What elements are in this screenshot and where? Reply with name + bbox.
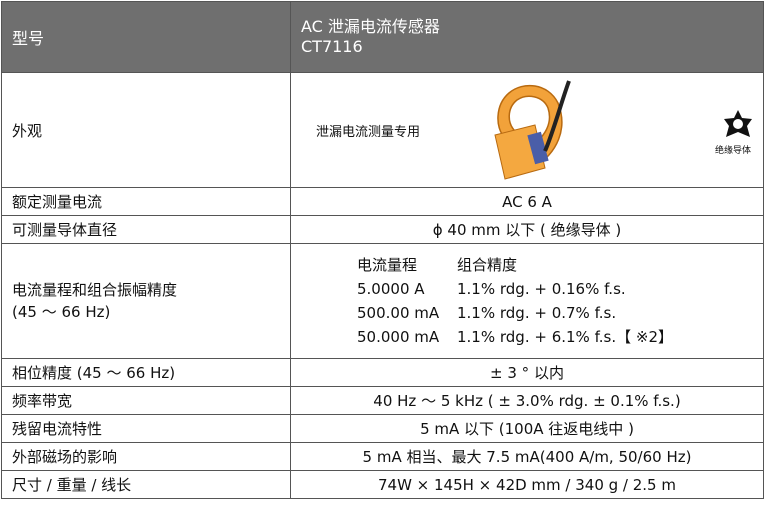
product-name: AC 泄漏电流传感器 xyxy=(301,17,440,36)
spec-table: 型号 AC 泄漏电流传感器 CT7116 外观 泄漏电流测量专用 绝缘导体 额定测… xyxy=(1,1,764,499)
row-label: 频率带宽 xyxy=(1,386,291,415)
accuracy-grid: 电流量程 组合精度 5.0000 A 1.1% rdg. + 0.16% f.s. … xyxy=(357,255,763,347)
spec-row: 可测量导体直径 ϕ 40 mm 以下 ( 绝缘导体 ) xyxy=(1,215,764,244)
acc-header: 组合精度 xyxy=(457,256,518,274)
label-line: (45 ～ 66 Hz) xyxy=(12,303,111,321)
acc-range: 500.00 mA xyxy=(357,304,440,322)
spec-row: 相位精度 (45 ～ 66 Hz) ± 3 ° 以内 xyxy=(1,358,764,387)
badge-label: 绝缘导体 xyxy=(715,146,752,156)
appearance-row: 外观 泄漏电流测量专用 绝缘导体 xyxy=(1,72,764,188)
row-label: 尺寸 / 重量 / 线长 xyxy=(1,470,291,499)
label-line: 电流量程和组合振幅精度 xyxy=(12,281,178,299)
header-product: AC 泄漏电流传感器 CT7116 xyxy=(290,1,764,73)
accuracy-row: 电流量程和组合振幅精度 (45 ～ 66 Hz) 电流量程 组合精度 5.0000 … xyxy=(1,243,764,359)
row-label: 电流量程和组合振幅精度 (45 ～ 66 Hz) xyxy=(1,243,291,359)
spec-row: 残留电流特性 5 mA 以下 (100A 往返电线中 ) xyxy=(1,414,764,443)
row-value: AC 6 A xyxy=(290,187,764,216)
row-value: ± 3 ° 以内 xyxy=(290,358,764,387)
cable xyxy=(543,80,571,152)
acc-value: 1.1% rdg. + 0.16% f.s. xyxy=(457,280,626,298)
spec-row: 频率带宽 40 Hz ～ 5 kHz ( ± 3.0% rdg. ± 0.1% f… xyxy=(1,386,764,415)
acc-range: 5.0000 A xyxy=(357,280,425,298)
acc-header: 电流量程 xyxy=(357,256,418,274)
row-value: 74W × 145H × 42D mm / 340 g / 2.5 m xyxy=(290,470,764,499)
header-label: 型号 xyxy=(1,1,291,73)
row-label: 外观 xyxy=(1,72,291,188)
row-value: ϕ 40 mm 以下 ( 绝缘导体 ) xyxy=(290,215,764,244)
acc-range: 50.000 mA xyxy=(357,328,440,346)
row-label: 残留电流特性 xyxy=(1,414,291,443)
header-row: 型号 AC 泄漏电流传感器 CT7116 xyxy=(1,1,764,73)
acc-value: 1.1% rdg. + 6.1% f.s.【 ※2】 xyxy=(457,328,673,346)
spec-row: 尺寸 / 重量 / 线长 74W × 145H × 42D mm / 340 g … xyxy=(1,470,764,499)
spec-row: 外部磁场的影响 5 mA 相当、最大 7.5 mA(400 A/m, 50/60 … xyxy=(1,442,764,471)
appearance-note: 泄漏电流测量专用 xyxy=(316,125,421,140)
accuracy-cell: 电流量程 组合精度 5.0000 A 1.1% rdg. + 0.16% f.s. … xyxy=(290,243,764,359)
row-value: 5 mA 相当、最大 7.5 mA(400 A/m, 50/60 Hz) xyxy=(290,442,764,471)
row-label: 相位精度 (45 ～ 66 Hz) xyxy=(1,358,291,387)
row-label: 可测量导体直径 xyxy=(1,215,291,244)
clamp-image xyxy=(494,80,571,180)
badge-dot xyxy=(733,119,743,129)
acc-value: 1.1% rdg. + 0.7% f.s. xyxy=(457,304,617,322)
appearance-cell: 泄漏电流测量专用 绝缘导体 xyxy=(290,72,764,188)
badge-icon xyxy=(724,110,752,137)
row-value: 5 mA 以下 (100A 往返电线中 ) xyxy=(290,414,764,443)
clamp-button xyxy=(527,131,549,165)
model: CT7116 xyxy=(301,37,363,56)
appearance-box: 泄漏电流测量专用 绝缘导体 xyxy=(291,73,763,187)
row-label: 额定测量电流 xyxy=(1,187,291,216)
row-value: 40 Hz ～ 5 kHz ( ± 3.0% rdg. ± 0.1% f.s.) xyxy=(290,386,764,415)
spec-row: 额定测量电流 AC 6 A xyxy=(1,187,764,216)
row-label: 外部磁场的影响 xyxy=(1,442,291,471)
